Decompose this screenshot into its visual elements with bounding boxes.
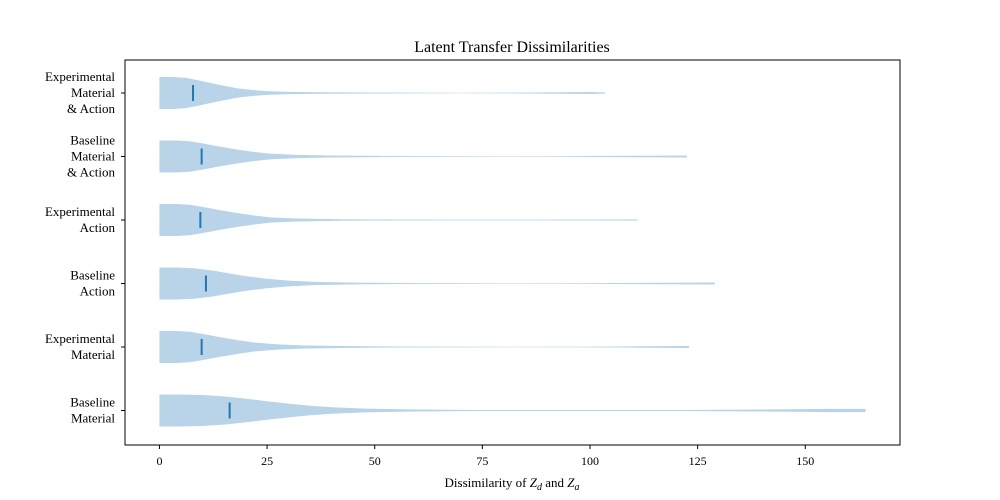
y-category-label: Baseline Material xyxy=(70,395,115,426)
y-category-label-line: Baseline xyxy=(70,133,115,148)
y-category-label-line: & Action xyxy=(67,101,116,116)
violin-body xyxy=(159,140,687,173)
y-category-label: Baseline Action xyxy=(70,268,115,299)
y-category-label: Experimental Material xyxy=(45,331,115,362)
x-axis-ticks: 0 25 50 75 100 125 150 xyxy=(156,445,814,468)
x-axis-label: Dissimilarity of Zd and Za xyxy=(445,475,580,493)
chart-title: Latent Transfer Dissimilarities xyxy=(414,39,610,56)
x-axis-label-symbol-1: Z xyxy=(530,475,538,490)
violin-body xyxy=(159,77,606,109)
y-category-label: Baseline Material & Action xyxy=(67,133,116,180)
x-tick-label: 75 xyxy=(476,454,488,468)
y-category-label-line: Experimental xyxy=(45,331,115,346)
x-axis-label-prefix: Dissimilarity of xyxy=(445,475,530,490)
y-category-label-line: & Action xyxy=(67,165,116,180)
violins-layer xyxy=(159,77,866,427)
y-category-label-line: Experimental xyxy=(45,204,115,219)
y-category-label-line: Material xyxy=(71,149,115,164)
x-tick-label: 50 xyxy=(369,454,381,468)
violin-body xyxy=(159,267,715,300)
x-axis-label-subscript-2: a xyxy=(574,482,579,493)
y-category-label-line: Action xyxy=(80,220,116,235)
plot-area-frame xyxy=(124,59,901,446)
y-category-label-line: Baseline xyxy=(70,268,115,283)
y-category-label-line: Material xyxy=(71,347,115,362)
y-category-label-line: Material xyxy=(71,411,115,426)
violin-body xyxy=(159,394,866,427)
x-tick-label: 0 xyxy=(156,454,162,468)
x-axis-label-subscript-1: d xyxy=(537,482,543,493)
y-category-label-line: Material xyxy=(71,85,115,100)
violin-body xyxy=(159,331,690,363)
x-tick-label: 100 xyxy=(581,454,599,468)
y-category-label-line: Experimental xyxy=(45,69,115,84)
y-category-label: Experimental Material & Action xyxy=(45,69,116,116)
y-category-label-line: Baseline xyxy=(70,395,115,410)
y-category-label-line: Action xyxy=(80,284,116,299)
violin-body xyxy=(159,204,638,236)
y-category-label: Experimental Action xyxy=(45,204,116,235)
x-tick-label: 150 xyxy=(796,454,814,468)
x-axis-label-middle: and xyxy=(542,475,567,490)
x-tick-label: 125 xyxy=(689,454,707,468)
x-tick-label: 25 xyxy=(261,454,273,468)
x-axis-label-symbol-2: Z xyxy=(567,475,575,490)
